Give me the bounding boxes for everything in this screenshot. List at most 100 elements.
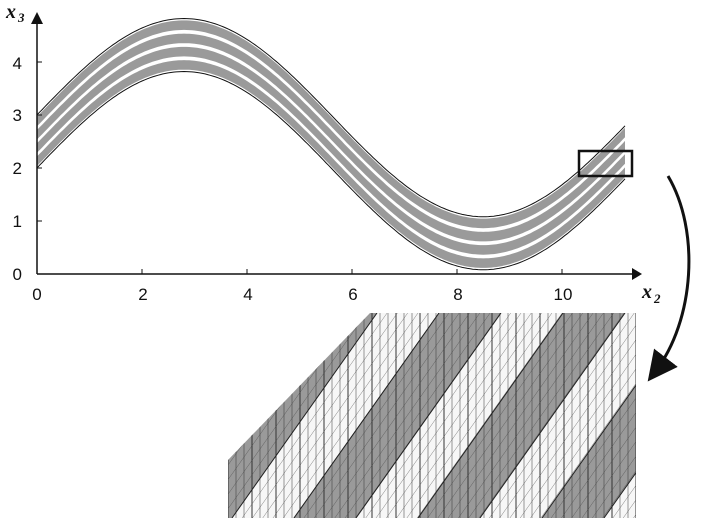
mesh-line	[644, 313, 711, 518]
mesh-line	[561, 313, 636, 518]
zoom-box	[577, 149, 634, 178]
mesh-line	[16, 313, 161, 518]
mesh-line	[386, 313, 532, 518]
x-axis-label: x	[641, 281, 652, 303]
mesh-line	[0, 313, 37, 518]
mesh-line	[592, 313, 636, 518]
mesh-line	[0, 313, 140, 518]
mesh-line	[77, 313, 222, 518]
stripe-boundary	[479, 313, 626, 518]
stripe-boundary	[541, 313, 636, 518]
mesh-line	[540, 313, 636, 518]
mesh-line	[334, 313, 480, 518]
mesh-line	[0, 313, 88, 518]
stripe-boundary	[355, 313, 502, 518]
mesh-line	[272, 313, 419, 518]
stripe-boundary	[603, 313, 636, 518]
mesh-line	[685, 313, 711, 518]
band-layer	[37, 60, 625, 268]
x-tick-label: 4	[243, 285, 252, 304]
x-tick-label: 8	[453, 285, 462, 304]
mesh-line	[437, 313, 583, 518]
mesh-line	[675, 313, 711, 518]
band-layer	[37, 20, 625, 229]
stripe-boundary	[46, 313, 191, 518]
mesh-line	[0, 313, 68, 518]
mesh-line	[375, 313, 522, 518]
mesh-line	[0, 313, 16, 518]
mesh-line	[0, 313, 6, 518]
y-tick-marks	[37, 61, 42, 275]
mesh-line	[252, 313, 398, 518]
band-outline	[36, 70, 626, 271]
y-tick-label: 3	[13, 106, 22, 125]
layered-band	[36, 17, 626, 271]
mesh-line	[344, 313, 491, 518]
mesh-line	[489, 313, 635, 518]
zoom-stripe	[0, 313, 129, 518]
mesh-line	[0, 313, 27, 518]
mesh-line	[67, 313, 212, 518]
x-tick-label: 6	[348, 285, 357, 304]
y-tick-label: 0	[13, 265, 22, 284]
stripe-boundary	[231, 313, 378, 518]
mesh-line	[571, 313, 636, 518]
zoomed-mesh-detail	[0, 313, 711, 518]
mesh-line	[0, 313, 99, 518]
mesh-line	[241, 313, 388, 518]
mesh-line	[262, 313, 408, 518]
zoom-stripe	[294, 313, 501, 518]
x-tick-marks	[36, 269, 563, 274]
stripe-boundary	[293, 313, 440, 518]
band-layer	[37, 33, 625, 242]
x-axis-arrow	[632, 268, 642, 280]
mesh-line	[530, 313, 636, 518]
y-tick-label: 1	[13, 212, 22, 231]
mesh-line	[26, 313, 171, 518]
y-axis-label: x	[5, 1, 16, 23]
mesh-line	[695, 313, 711, 518]
y-tick-label: 4	[13, 54, 22, 73]
mesh-line	[0, 313, 130, 518]
mesh-line	[228, 313, 244, 518]
mesh-line	[509, 313, 636, 518]
mesh-line	[602, 313, 636, 518]
mesh-line	[57, 313, 202, 518]
mesh-line	[0, 313, 58, 518]
mesh-line	[520, 313, 636, 518]
mesh-line	[283, 313, 429, 518]
mesh-line	[5, 313, 150, 518]
stripe-boundary	[0, 313, 129, 518]
mesh-line	[417, 313, 563, 518]
mesh-line	[228, 313, 233, 518]
mesh-line	[468, 313, 614, 518]
band-layer	[37, 46, 625, 255]
zoom-stripe	[228, 313, 253, 518]
y-axis-label-subscript: 3	[17, 10, 25, 25]
mesh-line	[303, 313, 450, 518]
mesh-line	[396, 313, 542, 518]
mesh-line	[654, 313, 711, 518]
mesh-line	[324, 313, 470, 518]
x-tick-label: 10	[554, 285, 573, 304]
mesh-line	[458, 313, 604, 518]
x-tick-label: 2	[138, 285, 147, 304]
x-axis-label-subscript: 2	[653, 291, 661, 306]
mesh-line	[623, 313, 636, 518]
mesh-line	[550, 313, 636, 518]
mesh-line	[365, 313, 511, 518]
band-outline	[36, 17, 626, 218]
mesh-line	[0, 313, 109, 518]
mesh-line	[406, 313, 553, 518]
mesh-line	[228, 313, 367, 518]
mesh-line	[447, 313, 594, 518]
stripe-boundary	[0, 313, 67, 518]
mesh-line	[706, 313, 711, 518]
y-tick-label: 2	[13, 159, 22, 178]
mesh-line	[36, 313, 181, 518]
mesh-line	[0, 313, 119, 518]
mesh-line	[478, 313, 625, 518]
y-axis-arrow	[31, 12, 43, 24]
zoom-stripe	[542, 313, 636, 518]
